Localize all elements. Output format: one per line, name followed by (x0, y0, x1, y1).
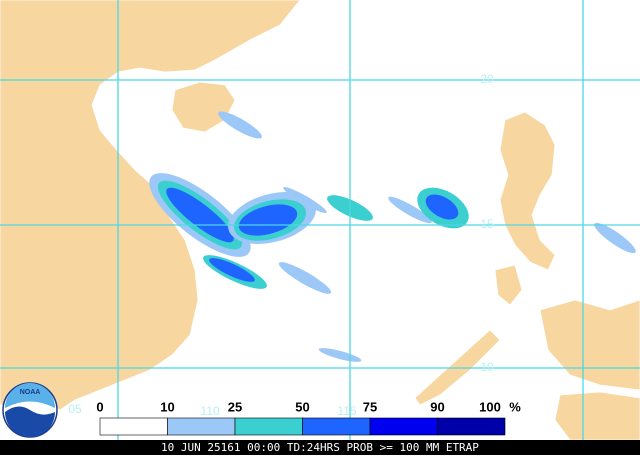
legend-label: 100 (479, 399, 501, 414)
lat-label: 05 (68, 402, 82, 416)
caption-bar (0, 440, 640, 455)
precip-area (425, 194, 459, 220)
precip-area (388, 196, 432, 224)
precip-area (218, 111, 262, 139)
precip-area (166, 187, 234, 243)
caption: 10 JUN 25161 00:00 TD:24HRS PROB >= 100 … (161, 441, 479, 454)
legend-swatch (234, 417, 303, 436)
legend-swatch (302, 417, 371, 436)
lat-label: 15 (480, 217, 494, 231)
legend-swatch (99, 417, 168, 436)
legend-label: 90 (430, 399, 444, 414)
graticule (0, 0, 640, 440)
precip-area (283, 187, 327, 213)
logo-wave (5, 406, 55, 437)
legend-label: 75 (363, 399, 377, 414)
legend-swatch (437, 417, 506, 436)
legend-swatch (167, 417, 236, 436)
precip-area (209, 258, 255, 282)
lon-label: 115 (337, 404, 356, 418)
lat-label: 20 (480, 72, 494, 86)
legend-label: 0 (96, 399, 103, 414)
mindanao (554, 391, 640, 441)
legend-label: 10 (160, 399, 174, 414)
legend-unit: % (509, 399, 521, 414)
precipitation-field (149, 111, 636, 362)
legend: 0 10 25 50 75 90 100% (96, 399, 521, 436)
logo-text: NOAA (20, 389, 41, 396)
noaa-logo: NOAA (2, 382, 58, 438)
precip-area (594, 222, 636, 254)
precip-area (278, 262, 332, 294)
legend-label: 25 (228, 399, 242, 414)
legend-swatch (369, 417, 438, 436)
lon-label: 110 (200, 404, 219, 418)
luzon (499, 111, 556, 271)
legend-label: 50 (295, 399, 309, 414)
logo-sky (5, 383, 55, 408)
mindoro (494, 264, 523, 306)
precip-area (238, 204, 298, 236)
lat-label: 10 (480, 360, 494, 374)
